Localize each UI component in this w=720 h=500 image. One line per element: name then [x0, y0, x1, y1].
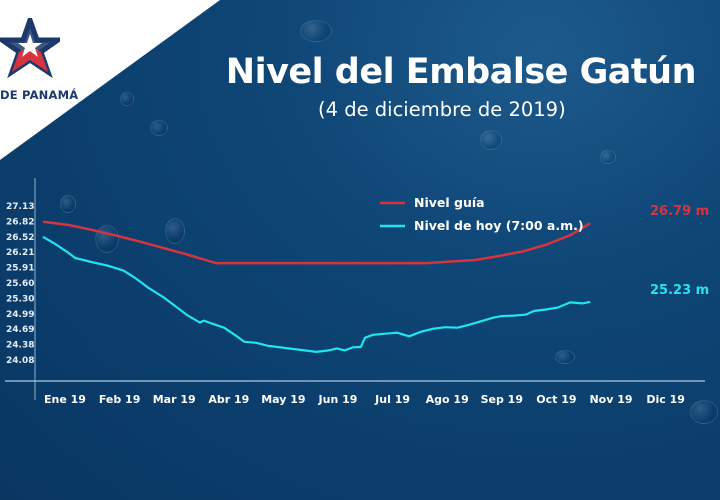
x-tick-label: Nov 19: [589, 393, 632, 406]
x-tick-label: Sep 19: [481, 393, 523, 406]
chart-series: [42, 220, 591, 353]
water-bubble: [690, 400, 718, 424]
water-bubble: [60, 195, 76, 213]
end-value-label: 25.23 m: [650, 283, 709, 298]
x-tick-label: Dic 19: [646, 393, 685, 406]
y-tick-label: 26.52: [6, 233, 34, 243]
page-title: Nivel del Embalse Gatún: [225, 52, 697, 92]
x-tick-label: Oct 19: [536, 393, 576, 406]
page-subtitle: (4 de diciembre de 2019): [318, 98, 566, 121]
y-tick-label: 26.82: [6, 217, 34, 227]
legend-label: Nivel guía: [414, 195, 485, 210]
x-tick-label: Jul 19: [374, 393, 410, 406]
y-tick-label: 24.08: [6, 356, 34, 366]
x-tick-label: Jun 19: [318, 393, 358, 406]
star-icon: [0, 12, 66, 79]
y-tick-label: 25.30: [6, 294, 34, 304]
y-tick-label: 24.99: [6, 310, 34, 320]
y-tick-label: 27.13: [6, 202, 34, 212]
series-line-today: [42, 235, 591, 353]
x-tick-label: May 19: [261, 393, 305, 406]
end-value-label: 26.79 m: [650, 204, 709, 219]
x-axis-ticks: Ene 19 Feb 19 Mar 19 Abr 19 May 19 Jun 19 Jul …: [44, 393, 685, 406]
water-bubble: [95, 225, 119, 253]
x-tick-label: Ene 19: [44, 393, 86, 406]
x-tick-label: Feb 19: [99, 393, 141, 406]
water-bubble: [555, 350, 575, 364]
water-bubble: [165, 218, 185, 244]
logo: DE PANAMÁ: [0, 12, 90, 102]
series-line-guide: [42, 220, 591, 265]
y-tick-label: 24.38: [6, 341, 34, 351]
legend: Nivel guía Nivel de hoy (7:00 a.m.): [380, 195, 584, 233]
end-labels: 26.79 m 25.23 m: [650, 204, 709, 298]
y-tick-label: 26.21: [6, 248, 34, 258]
water-bubble: [120, 92, 134, 106]
x-tick-label: Ago 19: [426, 393, 469, 406]
logo-text: DE PANAMÁ: [0, 88, 79, 102]
water-bubble: [480, 130, 502, 150]
water-bubble: [600, 150, 616, 164]
x-tick-label: Abr 19: [208, 393, 249, 406]
y-tick-label: 24.69: [6, 325, 34, 335]
legend-label: Nivel de hoy (7:00 a.m.): [414, 218, 584, 233]
y-axis-ticks: 27.13 26.82 26.52 26.21 25.91 25.60 25.30 24.99…: [6, 202, 34, 366]
water-bubble: [150, 120, 168, 136]
water-bubble: [300, 20, 332, 42]
y-tick-label: 25.91: [6, 264, 34, 274]
y-tick-label: 25.60: [6, 279, 34, 289]
x-tick-label: Mar 19: [153, 393, 196, 406]
